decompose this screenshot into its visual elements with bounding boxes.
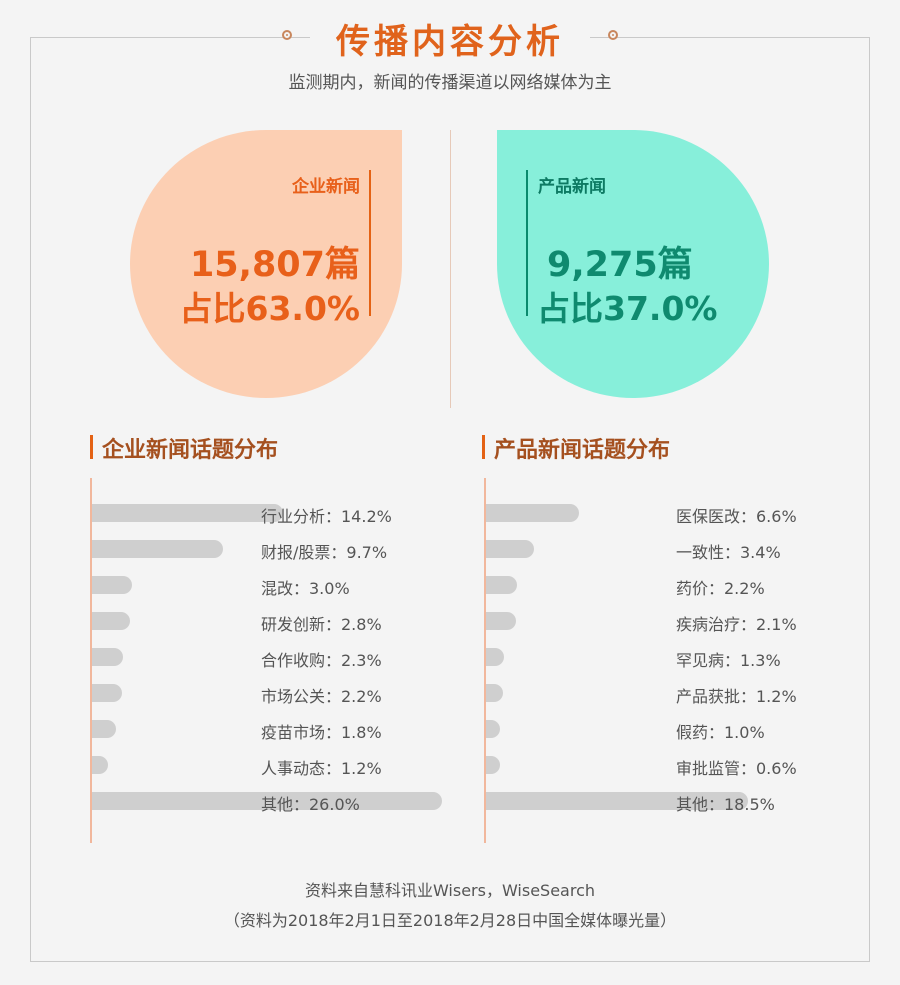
topic-bar (486, 648, 505, 666)
topic-row: 行业分析：14.2% (90, 495, 450, 531)
topic-bar (486, 684, 503, 702)
enterprise-accent-line (369, 170, 371, 316)
topic-bar (92, 792, 442, 810)
topic-row: 一致性：3.4% (484, 531, 844, 567)
topic-bar (486, 792, 748, 810)
topic-label: 混改：3.0% (261, 579, 350, 598)
topic-label: 其他：26.0% (261, 795, 360, 814)
source-note: 资料来自慧科讯业Wisers，WiseSearch (304, 881, 596, 900)
topic-bar (486, 540, 535, 558)
enterprise-news-label: 企业新闻 (292, 177, 360, 197)
topic-row: 假药：1.0% (484, 711, 844, 747)
topic-label: 医保医改：6.6% (676, 507, 797, 526)
enterprise-topics-chart: 行业分析：14.2% 财报/股票：9.7% 混改：3.0% 研发创新：2.8% 合作收购… (90, 478, 450, 843)
topic-row: 审批监管：0.6% (484, 747, 844, 783)
page-subtitle: 监测期内，新闻的传播渠道以网络媒体为主 (288, 73, 612, 93)
topic-label: 疾病治疗：2.1% (676, 615, 797, 634)
topic-label: 审批监管：0.6% (676, 759, 797, 778)
topic-row: 其他：26.0% (90, 783, 450, 819)
topic-row: 混改：3.0% (90, 567, 450, 603)
topic-bar (486, 576, 518, 594)
topic-label: 研发创新：2.8% (261, 615, 382, 634)
topic-row: 其他：18.5% (484, 783, 844, 819)
topic-row: 疫苗市场：1.8% (90, 711, 450, 747)
chart-axis-line (90, 478, 92, 843)
topic-row: 财报/股票：9.7% (90, 531, 450, 567)
topic-bar (92, 504, 284, 522)
topic-label: 财报/股票：9.7% (261, 543, 388, 562)
topic-row: 药价：2.2% (484, 567, 844, 603)
enterprise-news-share: 占比63.0% (179, 289, 361, 328)
topic-row: 产品获批：1.2% (484, 675, 844, 711)
topic-label: 罕见病：1.3% (676, 651, 781, 670)
topic-label: 产品获批：1.2% (676, 687, 797, 706)
topic-label: 合作收购：2.3% (261, 651, 382, 670)
title-ornament-right-icon (608, 30, 618, 40)
topic-bar (92, 540, 223, 558)
product-news-label: 产品新闻 (538, 177, 606, 197)
topic-label: 假药：1.0% (676, 723, 765, 742)
topic-bar (486, 720, 501, 738)
topic-label: 药价：2.2% (676, 579, 765, 598)
chart-axis-line (484, 478, 486, 843)
topic-row: 研发创新：2.8% (90, 603, 450, 639)
product-news-share: 占比37.0% (537, 289, 718, 328)
period-note: （资料为2018年2月1日至2018年2月28日中国全媒体曝光量） (223, 911, 677, 930)
topic-row: 罕见病：1.3% (484, 639, 844, 675)
topic-label: 一致性：3.4% (676, 543, 781, 562)
topic-bar (486, 612, 516, 630)
topic-row: 疾病治疗：2.1% (484, 603, 844, 639)
topic-bar (92, 720, 117, 738)
topic-bar (92, 612, 130, 630)
product-accent-line (526, 170, 528, 316)
product-news-drop: 产品新闻 9,275篇 占比37.0% (497, 130, 769, 398)
page-title: 传播内容分析 (310, 13, 590, 63)
summary-divider (450, 130, 451, 408)
title-ornament-left-icon (282, 30, 292, 40)
enterprise-news-drop: 企业新闻 15,807篇 占比63.0% (130, 130, 402, 398)
enterprise-news-count: 15,807篇 (189, 245, 360, 285)
enterprise-topics-title: 企业新闻话题分布 (90, 432, 278, 464)
topic-label: 市场公关：2.2% (261, 687, 382, 706)
topic-row: 合作收购：2.3% (90, 639, 450, 675)
topic-bar (486, 504, 580, 522)
topic-bar (92, 576, 133, 594)
topic-label: 疫苗市场：1.8% (261, 723, 382, 742)
topic-row: 医保医改：6.6% (484, 495, 844, 531)
title-bar: 传播内容分析 (0, 10, 900, 66)
topic-row: 人事动态：1.2% (90, 747, 450, 783)
topic-row: 市场公关：2.2% (90, 675, 450, 711)
topic-bar (486, 756, 500, 774)
topic-bar (92, 648, 123, 666)
topic-label: 行业分析：14.2% (261, 507, 392, 526)
product-topics-title: 产品新闻话题分布 (482, 432, 670, 464)
topic-label: 人事动态：1.2% (261, 759, 382, 778)
product-news-count: 9,275篇 (547, 245, 693, 285)
product-topics-chart: 医保医改：6.6% 一致性：3.4% 药价：2.2% 疾病治疗：2.1% 罕见病：1.3… (484, 478, 844, 843)
topic-bar (92, 756, 109, 774)
topic-bar (92, 684, 122, 702)
topic-label: 其他：18.5% (676, 795, 775, 814)
